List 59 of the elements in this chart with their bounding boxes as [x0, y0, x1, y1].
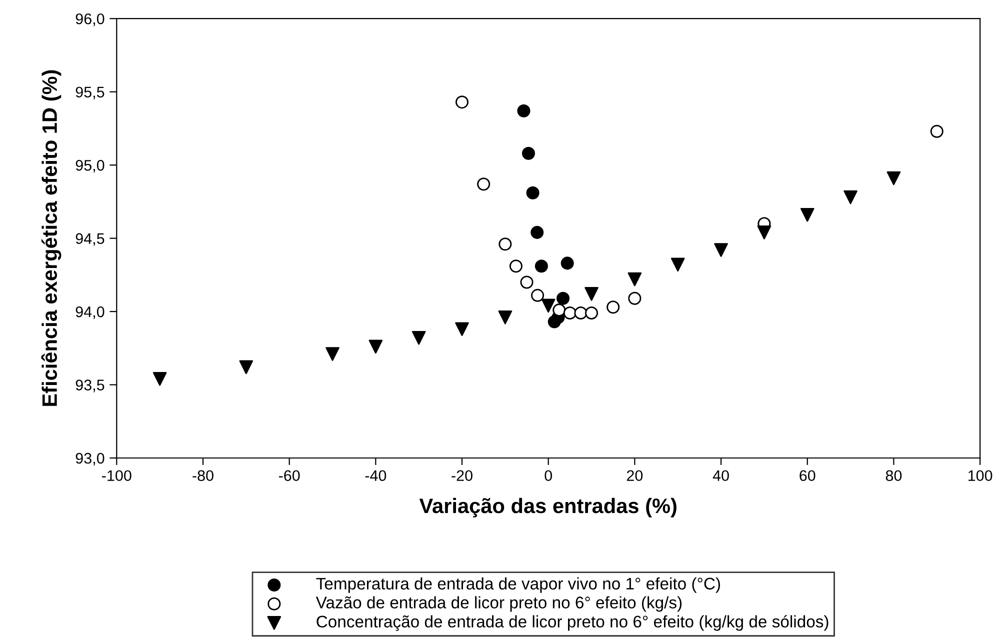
point [541, 298, 556, 313]
y-tick-label: 96,0 [76, 13, 104, 26]
point [534, 260, 548, 273]
y-tick-label: 94,0 [76, 306, 104, 320]
point [455, 322, 469, 336]
point [574, 306, 588, 320]
point [930, 124, 944, 138]
point [531, 288, 544, 302]
x-tick-label: -20 [452, 470, 472, 482]
point [498, 238, 512, 251]
point [456, 96, 469, 109]
legend-label: Vazão de entrada de licor preto no 6° efeito (kg/s) [316, 596, 682, 612]
y-axis-title: Eficiência exergética efeito 1D (%) [41, 70, 62, 406]
x-tick-label: -100 [102, 470, 132, 482]
y-tick-label: 95,5 [76, 86, 104, 100]
point [517, 104, 530, 118]
x-axis-title: Variação das entradas (%) [419, 498, 676, 518]
point [326, 347, 340, 361]
point [152, 372, 167, 386]
point [412, 330, 426, 345]
y-tick-label: 93,0 [76, 452, 104, 466]
point [522, 146, 535, 160]
point [844, 190, 858, 204]
x-tick-label: -60 [278, 470, 300, 482]
legend-label: Concentração de entrada de licor preto no 6° efeito (kg/kg de sólidos) [316, 615, 828, 631]
point [498, 310, 512, 324]
y-tick-label: 95,0 [76, 160, 104, 173]
point [628, 272, 642, 286]
point [368, 340, 383, 354]
point [670, 258, 685, 272]
point [628, 292, 642, 305]
x-tick-label: 60 [800, 470, 816, 482]
point [606, 300, 620, 314]
point [560, 256, 574, 270]
point [509, 260, 522, 273]
point [800, 208, 814, 222]
point [239, 360, 254, 374]
x-tick-label: -80 [192, 470, 214, 482]
point [585, 306, 598, 320]
point [714, 243, 728, 257]
y-tick-label: 94,5 [76, 233, 104, 246]
point [477, 178, 490, 191]
legend-label: Temperatura de entrada de vapor vivo no 1° efeito (°C) [316, 577, 720, 593]
x-tick-label: 40 [712, 470, 729, 482]
x-tick-label: 80 [886, 470, 902, 482]
point [530, 226, 544, 239]
x-tick-label: 20 [626, 470, 643, 482]
y-tick-label: 93,5 [76, 380, 104, 392]
point [563, 306, 576, 320]
point [552, 304, 566, 317]
point [526, 186, 540, 200]
point [886, 171, 901, 186]
x-tick-label: -40 [365, 470, 386, 482]
point [757, 226, 772, 240]
point [520, 276, 534, 289]
x-tick-label: 100 [968, 470, 992, 482]
x-tick-label: 0 [544, 470, 552, 482]
point [584, 287, 598, 301]
point [556, 292, 570, 305]
